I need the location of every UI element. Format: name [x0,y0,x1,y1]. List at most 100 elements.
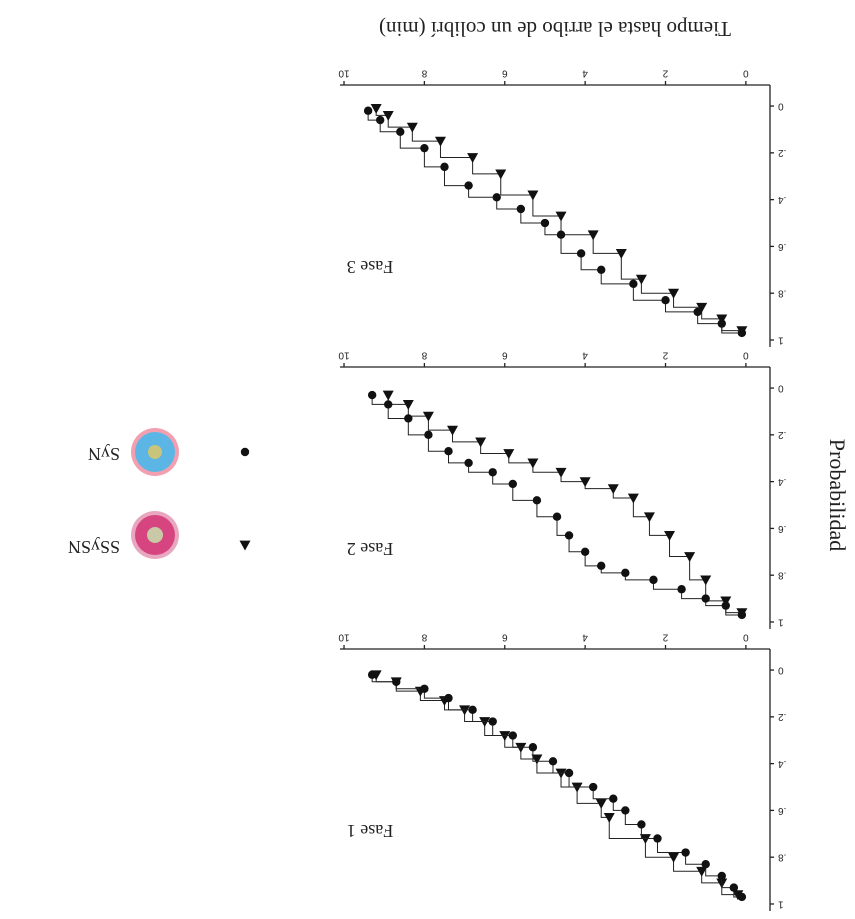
step-segment [512,483,537,501]
circle-marker [597,265,606,275]
y-tick-label: 0 [778,664,784,675]
circle-marker [367,390,377,400]
circle-marker [653,834,662,843]
x-tick-label: 0 [743,67,749,78]
circle-marker [609,794,618,803]
panel-title: Fase 2 [347,539,394,559]
triangle-marker [700,575,712,586]
x-tick-label: 2 [662,67,668,78]
triangle-marker [422,411,434,422]
circle-marker [444,693,453,703]
circle-marker [637,820,646,829]
triangle-marker [627,493,639,504]
circle-marker [488,468,497,477]
triangle-marker [603,813,615,823]
circle-marker [384,400,393,409]
step-segment [624,572,654,581]
step-segment [584,551,602,567]
circle-marker [528,743,538,752]
step-segment [620,253,642,280]
step-segment [644,838,674,858]
circle-marker [492,193,501,202]
x-tick-label: 6 [502,631,508,642]
triangle-marker [402,400,414,410]
triangle-marker [382,390,394,401]
flower-icon-ssysn [131,511,179,559]
step-segment [399,131,425,149]
triangle-marker [668,288,680,299]
circle-marker [721,601,730,610]
step-segment [387,404,409,419]
step-segment [600,269,634,285]
circle-marker [737,610,747,620]
circle-marker [576,249,586,258]
y-tick-label: .4 [778,476,787,487]
triangle-marker [635,274,647,285]
step-segment [652,579,682,590]
circle-marker [420,143,429,153]
triangle-marker [639,834,651,844]
x-tick-label: 10 [338,631,350,642]
circle-marker [661,296,670,305]
triangle-marker [382,111,394,121]
triangle-marker [555,768,567,779]
x-tick-label: 4 [582,67,588,78]
circle-marker [564,768,574,778]
triangle-marker [527,190,539,201]
x-tick-label: 10 [338,349,350,360]
step-segment [407,418,429,436]
circle-marker [375,115,385,125]
triangle-marker [515,742,527,753]
step-segment [423,148,445,168]
step-segment [689,556,706,581]
step-segment [632,283,666,301]
circle-marker [464,458,473,468]
circle-marker [621,806,630,815]
triangle-marker [370,103,382,114]
triangle-marker [668,852,680,863]
triangle-marker [406,122,418,133]
circle-marker [677,585,686,594]
y-tick-label: .2 [778,147,787,158]
x-tick-label: 0 [743,349,749,360]
circle-marker [717,871,726,881]
triangle-marker [579,477,591,488]
y-tick-label: .6 [778,241,787,252]
step-segment [492,721,513,737]
y-tick-label: 0 [778,100,784,111]
circle-marker [367,670,377,679]
legend-label: SSySN [68,537,120,557]
circle-marker [629,279,638,289]
triangle-marker [615,249,627,259]
triangle-marker [555,467,567,478]
step-segment [568,772,594,788]
circle-marker [564,531,574,540]
circle-marker [729,883,739,892]
y-tick-label: .8 [778,288,787,299]
triangle-marker [571,782,583,793]
step-segment [427,434,449,452]
triangle-marker [684,552,696,562]
y-tick-label: .8 [778,570,787,581]
panel-title: Fase 3 [347,257,394,277]
step-segment [632,498,650,518]
triangle-marker [495,169,507,180]
step-segment [568,535,586,553]
x-tick-label: 8 [421,631,427,642]
y-tick-label: .4 [778,758,787,769]
circle-marker [420,684,429,693]
circle-marker [717,319,726,328]
step-segment [536,500,558,518]
circle-marker [649,575,658,585]
x-tick-label: 4 [582,349,588,360]
x-tick-label: 2 [662,349,668,360]
step-segment [640,279,674,294]
circle-marker [737,892,747,902]
triangle-marker [503,449,515,460]
circle-marker [488,717,497,726]
step-segment [624,810,642,825]
step-segment [452,430,481,443]
circle-marker [693,307,702,317]
step-segment [640,824,658,839]
